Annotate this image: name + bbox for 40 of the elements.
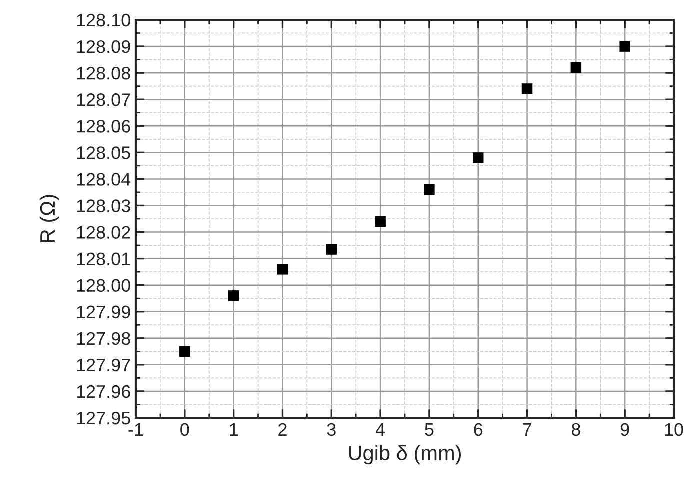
y-tick-label: 127.99 bbox=[77, 306, 130, 319]
point bbox=[472, 152, 484, 164]
y-tick-label: 127.95 bbox=[77, 412, 130, 425]
point bbox=[180, 346, 190, 358]
x-tick-label: 5 bbox=[425, 424, 434, 436]
x-tick-label: 8 bbox=[572, 423, 580, 436]
y-tick-label: 128.00 bbox=[77, 279, 130, 292]
y-tick-label: 127.98 bbox=[77, 332, 130, 346]
x-tick-label: 7 bbox=[523, 424, 532, 436]
x-tick-label: 3 bbox=[327, 423, 336, 436]
point bbox=[228, 290, 240, 302]
point bbox=[424, 184, 435, 196]
x-tick-label: 9 bbox=[620, 423, 630, 436]
x-axis-title: Ugib δ (mm) bbox=[349, 445, 462, 465]
point bbox=[326, 244, 338, 255]
y-tick-label: 128.03 bbox=[77, 200, 130, 212]
point bbox=[570, 62, 582, 74]
x-tick-label: 4 bbox=[376, 424, 386, 436]
point bbox=[620, 41, 630, 52]
x-tick-label: 1 bbox=[230, 424, 238, 436]
y-tick-label: 128.04 bbox=[77, 173, 131, 186]
x-tick-label: 0 bbox=[180, 423, 190, 436]
x-tick-label: -1 bbox=[128, 424, 144, 436]
point bbox=[277, 264, 288, 275]
y-axis-title: R (Ω) bbox=[40, 195, 60, 242]
y-tick-label: 127.97 bbox=[77, 358, 130, 372]
y-tick-label: 128.05 bbox=[77, 146, 130, 160]
y-tick-label: 128.06 bbox=[77, 120, 130, 133]
y-tick-label: 128.08 bbox=[77, 67, 130, 80]
point bbox=[375, 216, 386, 228]
y-tick-label: 127.96 bbox=[77, 385, 130, 398]
x-tick-label: 6 bbox=[474, 423, 483, 436]
y-tick-label: 128.02 bbox=[77, 226, 130, 239]
x-tick-label: 10 bbox=[665, 423, 684, 436]
x-tick-label: 2 bbox=[278, 423, 287, 436]
y-tick-label: 128.09 bbox=[77, 40, 130, 54]
y-tick-label: 128.01 bbox=[77, 252, 130, 266]
y-tick-label: 128.07 bbox=[77, 94, 130, 106]
y-tick-label: 128.10 bbox=[77, 14, 130, 27]
point bbox=[522, 84, 533, 94]
